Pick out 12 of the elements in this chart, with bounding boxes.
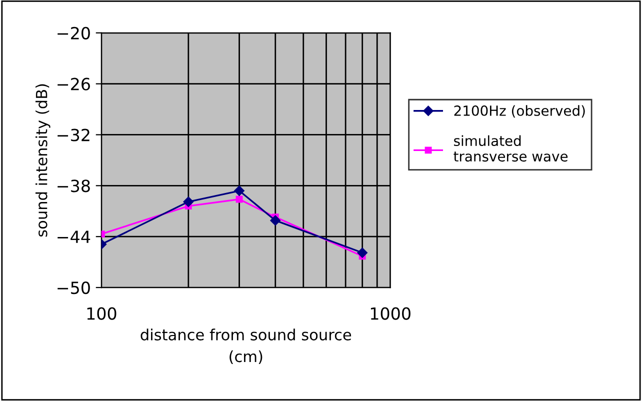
legend-label: simulated transverse wave — [454, 135, 568, 162]
y-tick-label: −44 — [58, 230, 90, 243]
y-tick-label: −38 — [58, 180, 90, 192]
x-axis-title: distance from sound source (cm) — [140, 328, 352, 364]
y-tick-label: −50 — [58, 281, 90, 294]
x-tick-label: 100 — [87, 307, 116, 320]
y-tick-label: −32 — [58, 128, 90, 142]
x-tick-label: 1000 — [370, 307, 410, 320]
y-tick-label: −26 — [58, 78, 90, 90]
legend-label: 2100Hz (observed) — [454, 105, 585, 118]
y-tick-label: −20 — [58, 26, 90, 40]
y-axis-title: sound intensity (dB) — [36, 84, 50, 237]
